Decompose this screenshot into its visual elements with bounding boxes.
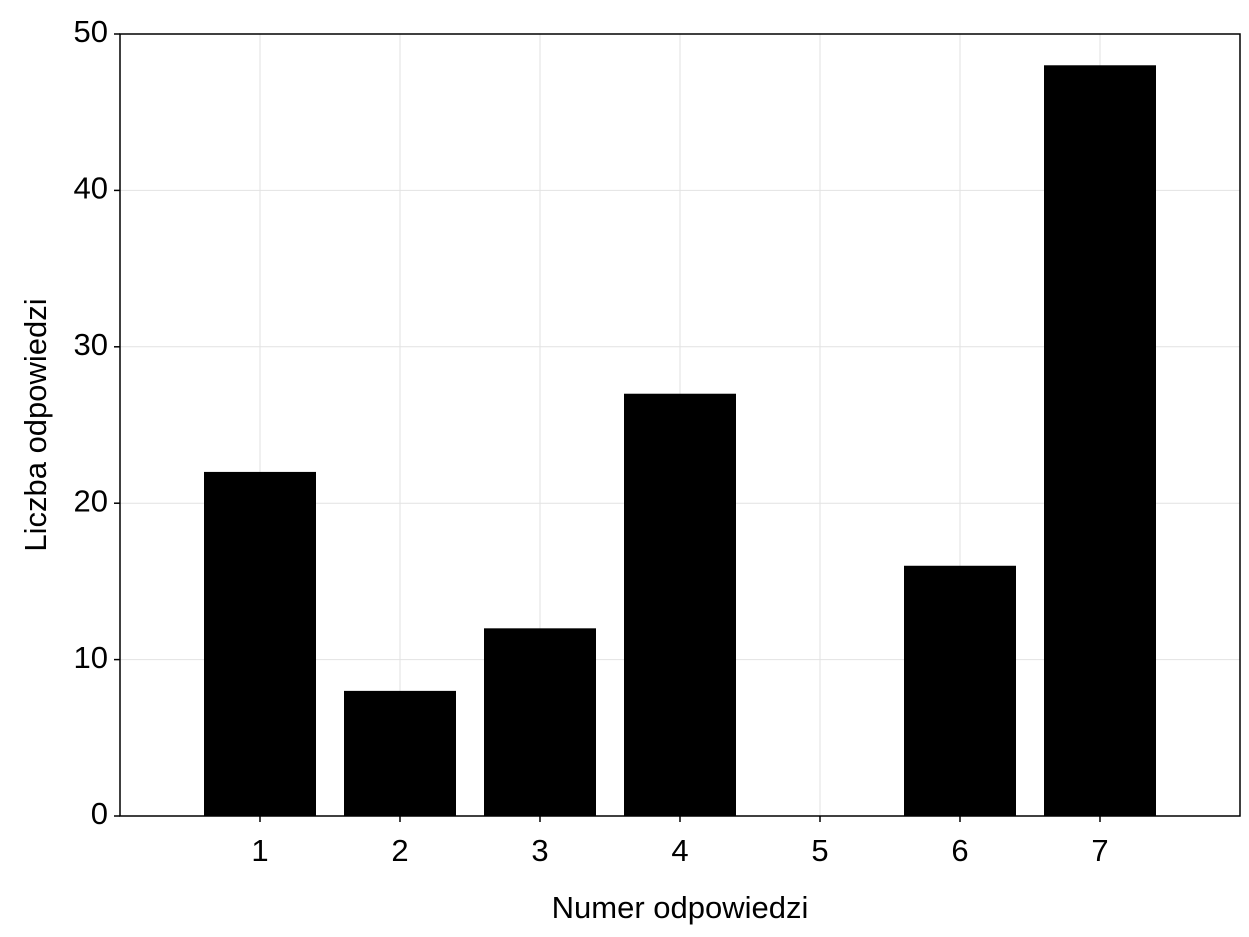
- x-tick-label: 4: [671, 833, 688, 868]
- bar: [204, 471, 316, 816]
- y-axis-label: Liczba odpowiedzi: [18, 298, 53, 551]
- bar: [344, 690, 456, 816]
- bar: [904, 565, 1016, 816]
- x-tick-label: 5: [811, 833, 828, 868]
- y-tick-label: 10: [74, 640, 108, 675]
- x-tick-label: 2: [391, 833, 408, 868]
- bar: [1044, 65, 1156, 816]
- x-tick-label: 3: [531, 833, 548, 868]
- bar: [484, 628, 596, 816]
- plot-frame: [119, 33, 1241, 817]
- y-tick-label: 0: [91, 796, 108, 831]
- x-axis-label: Numer odpowiedzi: [552, 890, 809, 925]
- y-tick-label: 50: [74, 14, 108, 49]
- y-tick-label: 40: [74, 171, 108, 206]
- x-tick-label: 7: [1091, 833, 1108, 868]
- y-tick-label: 20: [74, 483, 108, 518]
- x-tick-label: 1: [251, 833, 268, 868]
- bar: [624, 393, 736, 816]
- y-tick-label: 30: [74, 327, 108, 362]
- x-tick-label: 6: [951, 833, 968, 868]
